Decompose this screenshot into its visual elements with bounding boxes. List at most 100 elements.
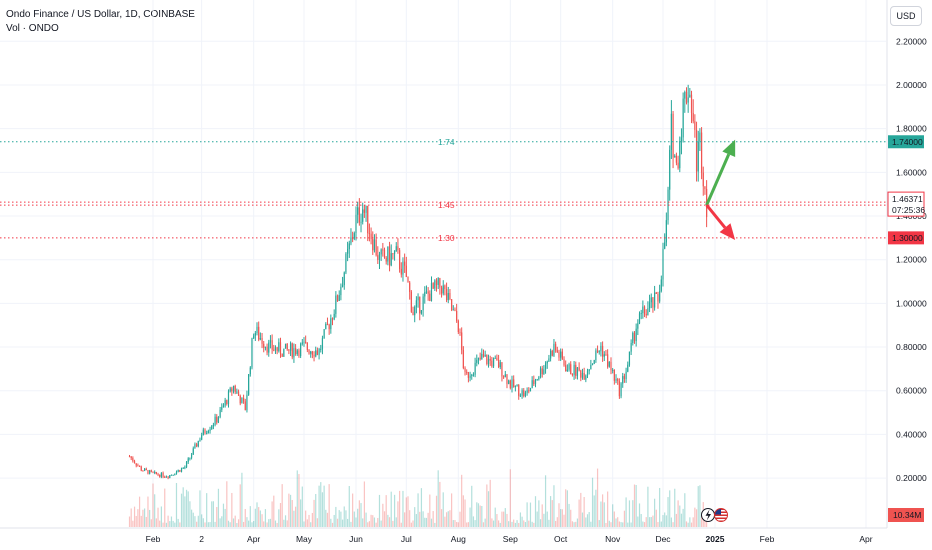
candle (241, 397, 243, 404)
volume-bar (162, 522, 164, 527)
volume-bar (244, 508, 246, 527)
candle (454, 309, 456, 312)
candle (638, 313, 641, 324)
candle (645, 313, 647, 316)
volume-bar (586, 514, 589, 527)
candle (407, 276, 409, 283)
candle (303, 341, 305, 343)
volume-bar (259, 510, 261, 527)
candle (424, 292, 426, 297)
volume-bar (363, 481, 365, 527)
volume-bar (340, 511, 342, 527)
arrow-up-shaft (705, 153, 731, 206)
candle (212, 424, 214, 427)
candle (598, 351, 600, 353)
volume-bar (177, 518, 179, 527)
volume-bar (199, 490, 201, 527)
volume-bar (435, 495, 438, 527)
candle (524, 392, 527, 397)
candle (486, 354, 488, 365)
volume-bar (179, 522, 181, 527)
currency-button[interactable]: USD (890, 6, 922, 26)
volume-bar (675, 513, 678, 527)
volume-bar (222, 503, 225, 527)
candle (682, 98, 684, 138)
bottom-icons (701, 508, 728, 522)
volume-bar (294, 506, 297, 527)
volume-bar (513, 519, 515, 527)
volume-badge-label: 10.34M (893, 510, 921, 520)
candle (583, 372, 585, 380)
candle (511, 379, 513, 389)
candle (665, 220, 667, 243)
candle (600, 345, 602, 352)
volume-bar (538, 500, 540, 527)
time-axis[interactable]: Feb 2 Apr May Jun Jul Aug Sep Oct Nov Dec 2025 Feb Ap… (0, 527, 887, 544)
volume-bar (553, 485, 555, 527)
volume-bar (573, 522, 575, 527)
volume-bar (647, 486, 649, 527)
volume-bar (331, 522, 334, 527)
volume-bar (684, 493, 686, 527)
candle (368, 233, 371, 235)
candle (147, 470, 149, 474)
volume-bar (172, 520, 174, 527)
candle (293, 348, 295, 358)
volume-bar (694, 507, 696, 527)
candle (234, 385, 236, 392)
flash-icon[interactable] (701, 508, 715, 522)
volume-bar (566, 490, 568, 527)
volume-bar (444, 516, 446, 527)
arrow-up-head (722, 139, 736, 158)
volume-bar (212, 501, 214, 527)
candle (492, 358, 495, 367)
volume-bar (341, 519, 344, 527)
volume-bar (372, 515, 374, 527)
volume-bar (682, 508, 684, 527)
price-axis[interactable]: 2.200002.000001.800001.600001.400001.200… (886, 0, 927, 528)
candle (353, 233, 355, 239)
candle (420, 310, 423, 314)
volume-bar (239, 484, 241, 527)
candle (570, 364, 572, 374)
volume-bar (291, 500, 293, 527)
volume-bar (595, 489, 597, 527)
volume-bar (306, 519, 308, 527)
volume-bar (313, 499, 315, 527)
candle (578, 367, 580, 371)
candle (548, 358, 550, 362)
volume-bar (422, 511, 424, 527)
volume-bar (160, 506, 162, 527)
candle (378, 254, 381, 260)
candle (657, 293, 659, 302)
volume-bar (352, 493, 354, 527)
axis-badges: 1.740001.450001.300001.4637107:25:3610.3… (887, 135, 925, 522)
candle (648, 302, 651, 309)
volume-bar (249, 506, 251, 527)
candle (390, 253, 392, 266)
candle (474, 362, 476, 375)
candle (669, 149, 671, 190)
volume-bar (323, 485, 325, 527)
volume-bar (242, 521, 245, 527)
candle (499, 362, 501, 368)
badge-1-30: 1.30000 (892, 233, 923, 243)
candle (190, 454, 193, 458)
volume-bar (637, 516, 639, 527)
candle (467, 372, 469, 378)
volume-bar (211, 501, 213, 527)
volume-bar (476, 502, 478, 527)
candle (362, 209, 364, 222)
candle (142, 470, 144, 472)
volume-bar (325, 509, 327, 527)
candle (259, 338, 261, 340)
volume-bar (464, 499, 466, 527)
candle (137, 465, 139, 467)
candle (477, 357, 480, 360)
volume-bar (412, 520, 414, 527)
volume-bar (563, 514, 565, 527)
us-flag-icon[interactable] (714, 508, 728, 522)
candle (347, 249, 349, 254)
candle (318, 349, 320, 355)
